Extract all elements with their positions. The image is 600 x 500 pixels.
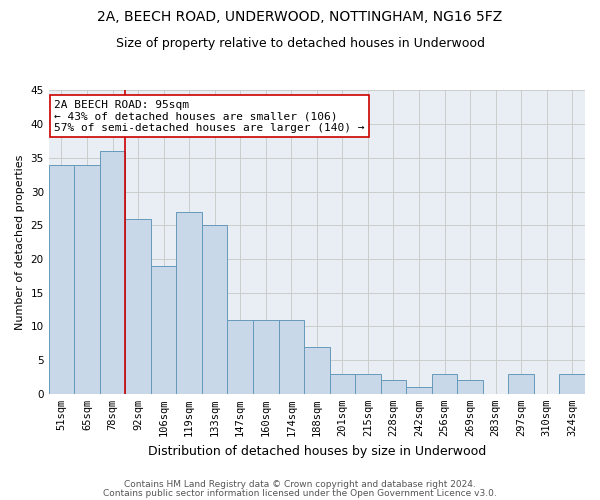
Bar [432,374,457,394]
Text: Contains public sector information licensed under the Open Government Licence v3: Contains public sector information licen… [103,488,497,498]
Bar [457,380,483,394]
Bar [355,374,380,394]
Bar [49,164,74,394]
Bar [227,320,253,394]
Bar [151,266,176,394]
Bar [329,374,355,394]
Bar [74,164,100,394]
Bar [253,320,278,394]
Y-axis label: Number of detached properties: Number of detached properties [15,154,25,330]
Text: 2A BEECH ROAD: 95sqm
← 43% of detached houses are smaller (106)
57% of semi-deta: 2A BEECH ROAD: 95sqm ← 43% of detached h… [54,100,365,133]
Bar [125,218,151,394]
Bar [559,374,585,394]
Bar [304,346,329,394]
Bar [380,380,406,394]
Bar [176,212,202,394]
Bar [508,374,534,394]
Bar [100,151,125,394]
Text: 2A, BEECH ROAD, UNDERWOOD, NOTTINGHAM, NG16 5FZ: 2A, BEECH ROAD, UNDERWOOD, NOTTINGHAM, N… [97,10,503,24]
Text: Size of property relative to detached houses in Underwood: Size of property relative to detached ho… [115,38,485,51]
Bar [202,226,227,394]
Bar [406,387,432,394]
X-axis label: Distribution of detached houses by size in Underwood: Distribution of detached houses by size … [148,444,486,458]
Bar [278,320,304,394]
Text: Contains HM Land Registry data © Crown copyright and database right 2024.: Contains HM Land Registry data © Crown c… [124,480,476,489]
